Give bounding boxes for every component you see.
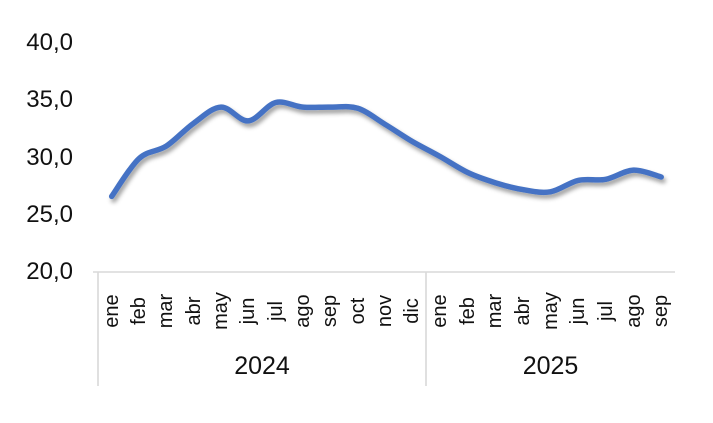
y-axis-tick-label: 35,0 <box>26 86 73 114</box>
x-axis-month-label: sep <box>650 294 673 328</box>
x-axis-month-label: dic <box>401 298 424 324</box>
x-axis-month-label: sep <box>319 294 342 328</box>
x-axis-month-label: ene <box>428 294 451 328</box>
x-axis-month-label: may <box>210 292 232 330</box>
y-axis-tick-label: 40,0 <box>26 29 73 56</box>
y-axis-tick-label: 20,0 <box>26 258 73 285</box>
x-axis-month-label: feb <box>456 297 479 325</box>
y-axis-tick-label: 25,0 <box>26 200 73 228</box>
x-axis-month-label: mar <box>484 293 507 329</box>
x-axis-year-label: 2025 <box>522 352 579 380</box>
x-axis-month-label: ago <box>622 294 645 328</box>
x-axis-month-label: jul <box>264 301 287 322</box>
x-axis-month-label: abr <box>511 296 534 326</box>
x-axis-month-label: feb <box>128 297 150 325</box>
x-axis-month-label: ene <box>100 294 123 328</box>
x-axis-month-label: ago <box>292 294 314 328</box>
x-axis-month-label: jul <box>594 301 617 322</box>
data-line-series <box>108 99 664 200</box>
y-axis-tick-label: 30,0 <box>26 143 73 171</box>
x-axis-month-label: oct <box>346 297 369 325</box>
x-axis-month-label: mar <box>155 293 178 329</box>
x-axis-month-label: may <box>539 292 562 330</box>
x-axis-month-label: jun <box>237 297 260 325</box>
x-axis-year-label: 2024 <box>234 352 290 380</box>
x-axis-month-label: nov <box>374 294 396 328</box>
x-axis-month-label: abr <box>182 296 205 326</box>
x-axis-month-label: jun <box>567 297 590 325</box>
